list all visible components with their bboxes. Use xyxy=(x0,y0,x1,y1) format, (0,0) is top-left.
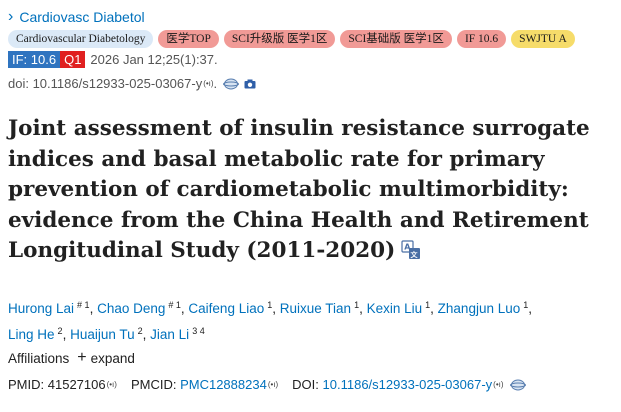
pmcid-link[interactable]: PMC12888234 xyxy=(180,377,267,392)
author-item[interactable]: Ruixue Tian 1 xyxy=(279,300,360,316)
chevron-right-icon: › xyxy=(8,8,14,25)
author-item[interactable]: Chao Deng # 1 xyxy=(97,300,181,316)
tag-swjtu[interactable]: SWJTU A xyxy=(511,30,575,48)
svg-text:文: 文 xyxy=(411,250,419,259)
author-item[interactable]: Hurong Lai # 1 xyxy=(8,300,90,316)
globe-icon[interactable] xyxy=(223,78,240,90)
tag-journal-full[interactable]: Cardiovascular Diabetology xyxy=(8,30,154,48)
audio-wave-icon[interactable]: (•ı) xyxy=(267,380,279,389)
globe-icon[interactable] xyxy=(509,379,526,391)
pmcid-label: PMCID: xyxy=(130,377,177,392)
plus-icon: + xyxy=(77,349,87,366)
affiliations-expand[interactable]: expand xyxy=(90,350,135,366)
identifier-row: PMID: 41527106 (•ı) PMCID: PMC12888234 (•ı… xyxy=(8,377,526,392)
doi-link[interactable]: 10.1186/s12933-025-03067-y xyxy=(322,377,493,392)
affiliations-toggle[interactable]: Affiliations + expand xyxy=(8,350,135,366)
audio-wave-icon[interactable]: (•ı) xyxy=(106,380,117,389)
author-item[interactable]: Kexin Liu 1 xyxy=(366,300,431,316)
translate-icon[interactable]: A 文 xyxy=(401,240,421,260)
tag-medical-top[interactable]: 医学TOP xyxy=(158,30,219,48)
author-item[interactable]: Huaijun Tu 2 xyxy=(70,326,143,342)
article-title: Joint assessment of insulin resistance s… xyxy=(8,114,608,267)
author-item[interactable]: Caifeng Liao 1 xyxy=(188,300,273,316)
journal-name: Cardiovasc Diabetol xyxy=(19,9,145,25)
pmid-value[interactable]: 41527106 xyxy=(47,377,106,392)
article-title-text: Joint assessment of insulin resistance s… xyxy=(8,116,590,263)
doi-label: DOI: xyxy=(292,377,319,392)
doi-text[interactable]: doi: 10.1186/s12933-025-03067-y xyxy=(8,76,203,91)
author-list: Hurong Lai # 1, Chao Deng # 1, Caifeng Lia… xyxy=(8,300,533,342)
journal-link[interactable]: › Cardiovasc Diabetol xyxy=(8,8,145,26)
if-badge: IF: 10.6 xyxy=(8,51,61,68)
author-item[interactable]: Zhangjun Luo 1 xyxy=(437,300,529,316)
tag-sci-basic[interactable]: SCI基础版 医学1区 xyxy=(340,30,452,48)
author-item[interactable]: Ling He 2 xyxy=(8,326,63,342)
author-item[interactable]: Jian Li 3 4 xyxy=(150,326,205,342)
affiliations-label: Affiliations xyxy=(8,350,70,366)
tag-sci-upgrade[interactable]: SCI升级版 医学1区 xyxy=(223,30,336,48)
audio-wave-icon[interactable]: (•ı) xyxy=(493,380,504,389)
quartile-badge: Q1 xyxy=(60,51,86,68)
svg-text:A: A xyxy=(405,243,412,252)
journal-tags: Cardiovascular Diabetology 医学TOP SCI升级版 … xyxy=(8,30,575,48)
audio-wave-icon[interactable]: (•ı) xyxy=(203,79,214,88)
doi-suffix: . xyxy=(213,76,218,91)
pmid-label: PMID: xyxy=(8,377,45,392)
camera-icon[interactable] xyxy=(244,79,256,89)
doi-row: doi: 10.1186/s12933-025-03067-y (•ı) . xyxy=(8,76,256,91)
citation-text: 2026 Jan 12;25(1):37. xyxy=(90,52,218,67)
citation-row: IF: 10.6 Q1 2026 Jan 12;25(1):37. xyxy=(8,51,218,68)
tag-impact-factor[interactable]: IF 10.6 xyxy=(456,30,507,48)
